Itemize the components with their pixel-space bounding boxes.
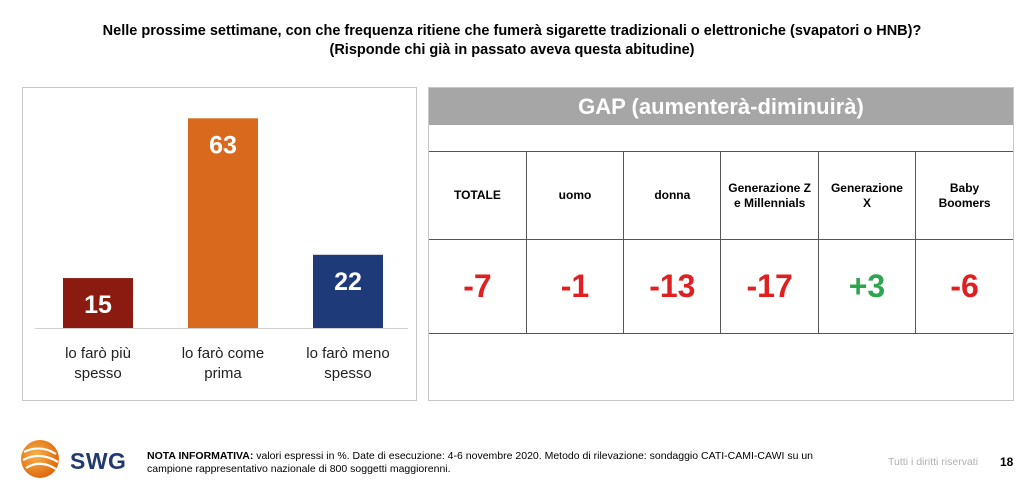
bar-2 (188, 118, 258, 328)
bar-value-label-2: 63 (209, 131, 237, 159)
gap-value-3: -13 (623, 239, 722, 334)
rights-text: Tutti i diritti riservati (888, 456, 979, 468)
title-line-1: Nelle prossime settimane, con che freque… (102, 23, 922, 39)
gap-column-header-3: donna (623, 151, 722, 240)
gap-panel: GAP (aumenterà-diminuirà) TOTALE uomo donn… (428, 87, 1014, 401)
gap-column-header-1: TOTALE (429, 151, 527, 240)
note-text: valori espressi in %. Date di esecuzione… (147, 450, 814, 475)
note-label: NOTA INFORMATIVA: (147, 450, 254, 462)
category-label-3-line-1: lo farò meno (306, 345, 389, 362)
category-label-2-line-1: lo farò come (182, 345, 265, 362)
category-label-1-line-1: lo farò più (65, 345, 131, 362)
gap-column-header-2: uomo (525, 151, 625, 240)
swg-logo-icon (21, 440, 59, 478)
gap-column-header-6: Baby Boomers (915, 151, 1013, 240)
category-label-1-line-2: spesso (74, 365, 122, 382)
gap-title: GAP (aumenterà-diminuirà) (429, 88, 1013, 125)
footer-note: NOTA INFORMATIVA: valori espressi in %. … (147, 450, 837, 476)
gap-value-6: -6 (915, 239, 1013, 334)
bar-1 (63, 278, 133, 328)
category-label-2-line-2: prima (204, 365, 242, 382)
gap-column-header-5: Generazione X (817, 151, 917, 240)
bar-value-label-1: 15 (84, 291, 112, 319)
bar-value-label-3: 22 (334, 268, 362, 296)
gap-value-5: +3 (817, 239, 917, 334)
bar-chart-panel: 15 lo farò più spesso 63 lo farò come prima 22… (22, 87, 417, 401)
page-title: Nelle prossime settimane, con che freque… (40, 22, 984, 60)
bar-3 (313, 254, 383, 328)
gap-value-4: -17 (720, 239, 819, 334)
bar-chart: 15 lo farò più spesso 63 lo farò come prima 22… (35, 118, 408, 382)
logo-text: SWG (70, 448, 127, 474)
category-label-3-line-2: spesso (324, 365, 372, 382)
gap-value-2: -1 (525, 239, 625, 334)
gap-values-row: -7 -1 -13 -17 +3 -6 (429, 239, 1013, 334)
gap-value-1: -7 (429, 239, 527, 334)
title-line-2: (Risponde chi già in passato aveva quest… (329, 42, 695, 58)
page-number: 18 (1000, 455, 1014, 469)
